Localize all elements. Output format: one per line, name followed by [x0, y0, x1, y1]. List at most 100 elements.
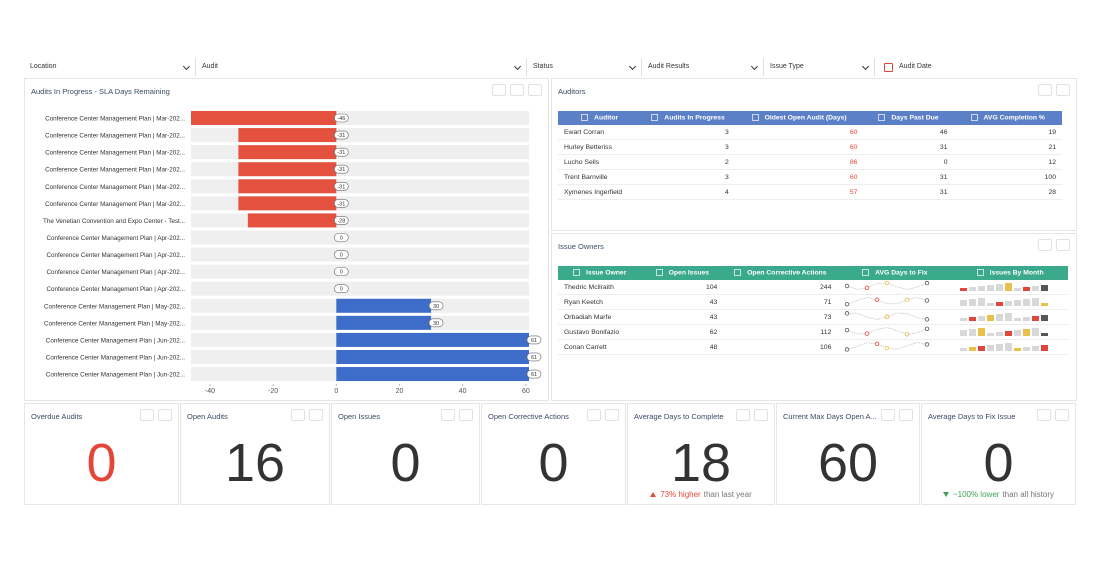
column-header-text: Audits In Progress [664, 114, 725, 122]
table-cell: Ewart Corran [558, 125, 642, 140]
auditors-panel: Auditors Auditor Audits In Progress Oldest… [551, 78, 1077, 231]
sparkline-dot [885, 280, 890, 286]
filter-dropdown[interactable]: Audit Date [876, 58, 1076, 76]
sparkline-cell [837, 280, 953, 295]
month-bar [987, 315, 995, 321]
filter-dropdown[interactable]: Audit Results [642, 58, 764, 76]
panel-title: Audits In Progress - SLA Days Remaining [31, 87, 170, 96]
icon-button[interactable] [1038, 84, 1052, 96]
panel-icons [1037, 409, 1069, 421]
icon-button[interactable] [492, 84, 506, 96]
icon-button[interactable] [754, 409, 768, 421]
icon-button[interactable] [605, 409, 619, 421]
bar [336, 315, 432, 330]
kpi-value: 0 [390, 433, 421, 493]
sparkline-cell [837, 309, 953, 325]
month-bar [1032, 298, 1040, 306]
icon-button[interactable] [441, 409, 455, 421]
sparkline-line [847, 327, 928, 335]
filter-dropdown[interactable]: Status [527, 58, 642, 76]
month-bar [969, 329, 977, 336]
month-bar [1032, 286, 1040, 291]
value-label: 0 [340, 270, 343, 276]
filter-dropdown[interactable]: Audit [196, 58, 527, 76]
column-header: Open Issues [641, 266, 723, 280]
month-bar [1032, 346, 1040, 351]
month-bar [987, 285, 995, 291]
column-header-text: Issues By Month [989, 269, 1044, 277]
sparkline-dot [925, 326, 930, 331]
month-bar [960, 318, 968, 321]
month-bar [960, 348, 968, 351]
filter-label: Location [30, 63, 57, 70]
month-bar [969, 287, 977, 291]
y-tick-label: Conference Center Management Plan | Apr-… [47, 286, 186, 293]
icon-button[interactable] [587, 409, 601, 421]
month-bar [987, 333, 995, 336]
icon-button[interactable] [140, 409, 154, 421]
icon-button[interactable] [1055, 409, 1069, 421]
bar [238, 179, 337, 194]
icon-button[interactable] [1037, 409, 1051, 421]
value-label: -46 [337, 116, 345, 122]
y-tick-label: Conference Center Management Plan | Apr-… [47, 235, 186, 242]
sparkline-cell [837, 324, 953, 340]
icon-button[interactable] [459, 409, 473, 421]
issue-owners-panel: Issue Owners Issue Owner Open Issues Open … [551, 233, 1077, 401]
month-bar [978, 328, 986, 336]
month-bars [960, 283, 1049, 291]
value-label-pill [334, 250, 349, 259]
icon-button[interactable] [510, 84, 524, 96]
month-bar [1032, 328, 1040, 336]
filter-dropdown[interactable]: Issue Type [764, 58, 875, 76]
icon-button[interactable] [736, 409, 750, 421]
value-label: -31 [337, 167, 345, 173]
chart-panel: Audits In Progress - SLA Days Remaining … [24, 78, 549, 401]
y-tick-label: Conference Center Management Plan | Jun-… [46, 354, 185, 361]
icon-button[interactable] [158, 409, 172, 421]
column-icon [751, 114, 759, 122]
kpi-title: Current Max Days Open A... [783, 412, 877, 421]
icon-button[interactable] [1056, 84, 1070, 96]
column-header: Open Corrective Actions [723, 266, 837, 280]
kpi-change: ~100% lower than all history [922, 490, 1075, 499]
icon-button[interactable] [881, 409, 895, 421]
table-cell: 31 [863, 139, 954, 155]
icon-button[interactable] [528, 84, 542, 96]
month-bars [960, 298, 1049, 306]
icon-button[interactable] [291, 409, 305, 421]
icon-button[interactable] [1038, 239, 1052, 251]
month-bar [996, 314, 1004, 321]
value-label-pill [428, 318, 444, 328]
chevron [513, 62, 522, 71]
month-bar [960, 300, 968, 306]
icon-button[interactable] [1056, 239, 1070, 251]
month-bars-cell [952, 280, 1068, 295]
y-tick-label: Conference Center Management Plan | Mar-… [45, 133, 185, 140]
table-cell: 104 [641, 280, 724, 295]
bar [238, 196, 337, 211]
kpi-title: Open Issues [338, 412, 381, 421]
change-text: than last year [703, 490, 752, 499]
month-bar [1014, 348, 1022, 351]
month-bar [1041, 315, 1049, 321]
icon-button[interactable] [309, 409, 323, 421]
chevron [182, 62, 191, 71]
column-header-text: AVG Completion % [983, 114, 1045, 122]
month-bar [969, 317, 977, 321]
y-tick-label: Conference Center Management Plan | May-… [44, 320, 185, 327]
y-tick-label: Conference Center Management Plan | Mar-… [45, 150, 185, 157]
month-bars [960, 343, 1049, 351]
table-cell: Trent Barnville [558, 169, 642, 185]
column-header: AVG Days to Fix [837, 266, 952, 280]
panel-icons [881, 409, 913, 421]
table-cell: 244 [723, 280, 838, 295]
filter-dropdown[interactable]: Location [24, 58, 196, 76]
month-bar [969, 299, 977, 306]
value-label-pill [334, 233, 349, 242]
column-icon [581, 114, 589, 122]
filter-label: Audit [202, 63, 218, 70]
icon-button[interactable] [899, 409, 913, 421]
column-header-text: Issue Owner [585, 269, 627, 277]
value-label-pill [334, 199, 349, 208]
